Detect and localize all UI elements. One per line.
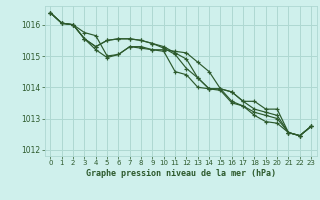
X-axis label: Graphe pression niveau de la mer (hPa): Graphe pression niveau de la mer (hPa) bbox=[86, 169, 276, 178]
